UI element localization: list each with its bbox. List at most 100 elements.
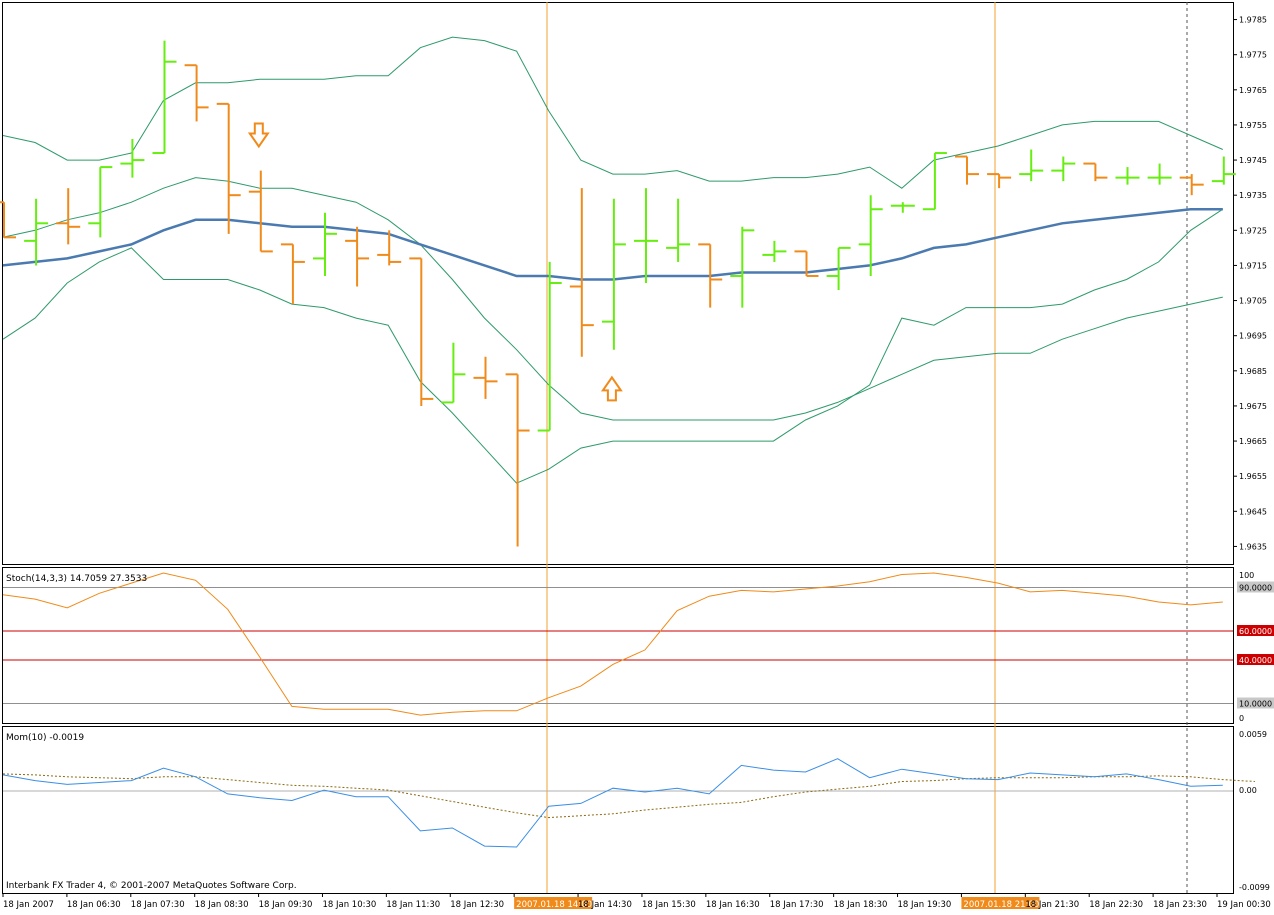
ohlc-bar (0, 201, 16, 239)
ohlc-bar (248, 170, 273, 253)
ohlc-bar (698, 243, 723, 308)
ohlc-bar (1083, 162, 1108, 182)
mom-signal-line (2, 773, 1255, 819)
time-tick-label: 18 Jan 07:30 (131, 900, 185, 910)
time-tick-label: 18 Jan 21:30 (1025, 900, 1079, 910)
stoch-panel-frame (2, 567, 1234, 724)
period-separators (546, 2, 1188, 893)
price-tick-label: 1.9665 (1239, 437, 1267, 446)
ohlc-bar (955, 155, 979, 185)
time-tick-label: 18 Jan 2007 (3, 900, 54, 910)
time-tick-label: 18 Jan 16:30 (706, 900, 760, 910)
ohlc-bar (280, 243, 305, 305)
stoch-level-label: 60.0000 (1239, 627, 1272, 636)
ohlc-bar (1179, 174, 1204, 196)
ohlc-bar (666, 198, 691, 262)
price-tick-label: 1.9765 (1239, 86, 1267, 95)
bollinger-bands (2, 36, 1224, 484)
stoch-scale-bottom: 0 (1239, 714, 1244, 723)
ohlc-bar (216, 102, 241, 234)
bb-lower-line (2, 208, 1224, 484)
ohlc-bar (1019, 149, 1044, 182)
mom-tick-bottom: -0.0099 (1239, 883, 1270, 892)
stoch-level-label: 90.0000 (1239, 584, 1272, 593)
stoch-level-lines: 90.0000 60.0000 40.0000 10.0000 (3, 581, 1274, 709)
time-tick-label: 18 Jan 22:30 (1089, 900, 1143, 910)
ohlc-bar (826, 246, 851, 291)
ohlc-bar (601, 198, 626, 350)
sell-arrow-icon (247, 122, 270, 149)
ohlc-bar (1211, 156, 1236, 185)
time-axis: 18 Jan 2007 18 Jan 06:30 18 Jan 07:30 18 Ja… (2, 893, 1271, 910)
ohlc-bar (922, 152, 947, 211)
ohlc-bar (569, 188, 594, 357)
ohlc-bar (441, 342, 466, 404)
mom-tick-zero: 0.00 (1239, 786, 1257, 795)
ohlc-bar (120, 138, 145, 178)
ohlc-bar (858, 195, 883, 276)
stoch-level-label-bg (1237, 654, 1274, 665)
ohlc-bar (1051, 156, 1076, 182)
mom-title: Mom(10) -0.0019 (6, 733, 84, 743)
time-tick-label: 18 Jan 15:30 (642, 900, 696, 910)
time-tick-label: 2007.01.18 21:00 (963, 900, 1039, 910)
ohlc-bar (505, 373, 530, 547)
ohlc-bar (1147, 163, 1172, 185)
price-tick-label: 1.9645 (1239, 507, 1267, 516)
ohlc-bar (313, 212, 337, 276)
ohlc-bar (794, 250, 819, 277)
stoch-scale-top: 100 (1239, 571, 1254, 580)
price-tick-label: 1.9695 (1239, 332, 1267, 341)
time-tick-label: 18 Jan 09:30 (259, 900, 313, 910)
ohlc-bar (634, 188, 658, 283)
stoch-level-label-bg (1237, 581, 1274, 593)
signal-arrows (247, 122, 623, 402)
price-tick-label: 1.9775 (1239, 51, 1267, 60)
time-tick-label: 18 Jan 10:30 (322, 900, 376, 910)
ohlc-bar (537, 261, 562, 432)
price-axis: 1.9785 1.9775 1.9765 1.9755 1.9745 1.9735 1.97… (1233, 16, 1267, 551)
stoch-line (2, 572, 1223, 716)
price-tick-label: 1.9715 (1239, 261, 1267, 270)
price-tick-label: 1.9755 (1239, 121, 1267, 130)
time-label-highlight (961, 897, 1040, 909)
stoch-level-label: 40.0000 (1239, 656, 1272, 665)
mom-tick-top: 0.0059 (1239, 730, 1267, 739)
time-tick-label: 18 Jan 08:30 (195, 900, 249, 910)
ohlc-bar (987, 173, 1012, 189)
ohlc-bar (409, 257, 434, 406)
price-tick-label: 1.9635 (1239, 542, 1267, 551)
ohlc-bar (88, 166, 113, 238)
bb-upper-line (2, 36, 1223, 189)
time-tick-label: 18 Jan 19:30 (898, 900, 952, 910)
ohlc-bars (0, 40, 1236, 547)
ohlc-bar (473, 356, 498, 399)
ohlc-bar (184, 64, 209, 122)
stoch-title: Stoch(14,3,3) 14.7059 27.3533 (6, 574, 147, 584)
time-tick-label: 19 Jan 00:30 (1217, 900, 1271, 910)
ohlc-bar (24, 198, 49, 266)
price-tick-label: 1.9745 (1239, 156, 1267, 165)
mom-panel-frame (2, 726, 1234, 894)
time-tick-label: 18 Jan 17:30 (770, 900, 824, 910)
ohlc-bar (890, 202, 915, 213)
ohlc-bar (730, 226, 755, 308)
copyright-text: Interbank FX Trader 4, © 2001-2007 MetaQ… (6, 881, 297, 891)
ohlc-bar (345, 226, 370, 287)
time-tick-label: 18 Jan 23:30 (1153, 900, 1207, 910)
price-tick-label: 1.9655 (1239, 472, 1267, 481)
price-tick-label: 1.9675 (1239, 402, 1267, 411)
price-tick-label: 1.9685 (1239, 367, 1267, 376)
ohlc-bar (152, 40, 177, 155)
time-tick-label: 2007.01.18 14:00 (516, 900, 592, 910)
buy-arrow-icon (600, 375, 623, 402)
ohlc-bar (762, 240, 787, 262)
mom-line (2, 758, 1223, 848)
stoch-level-label: 10.0000 (1239, 700, 1272, 709)
price-tick-label: 1.9705 (1239, 297, 1267, 306)
time-label-highlight (514, 897, 593, 909)
momentum-series (2, 758, 1255, 848)
